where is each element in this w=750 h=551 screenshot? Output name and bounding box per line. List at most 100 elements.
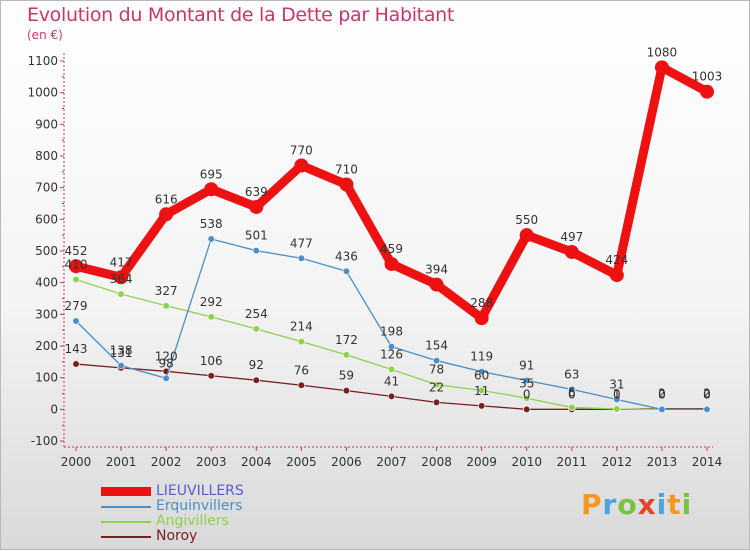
data-label: 120 [155,349,178,363]
x-tick-label: 2000 [61,455,92,469]
data-point [523,376,531,385]
data-point [432,356,441,365]
data-label: 0 [703,387,711,401]
legend-label: Noroy [156,528,198,544]
chart-legend: LIEUVILLERS Erquinvillers Angivillers Noroy [101,484,361,544]
data-label: 436 [335,249,358,263]
x-tick-label: 2007 [376,455,407,469]
data-point [700,84,714,99]
data-label: 1003 [692,70,723,84]
data-label: 0 [523,387,531,401]
logo-letter: i [681,488,693,521]
data-point [387,365,396,374]
x-tick-label: 2014 [692,455,723,469]
legend-item: Angivillers [101,514,361,529]
data-label: 639 [245,185,268,199]
y-tick-label: 100 [35,371,58,385]
y-tick-label: 400 [35,276,58,290]
data-label: 214 [290,320,313,334]
data-label: 1 [613,387,621,401]
data-point [252,325,260,333]
legend-swatch [101,487,151,496]
x-tick-label: 2002 [151,455,182,469]
y-tick-label: 200 [35,339,58,353]
data-point [297,381,305,389]
y-tick-label: 1100 [27,54,58,68]
legend-swatch [101,535,151,538]
data-point [613,395,621,404]
data-point [162,374,170,382]
x-tick-label: 2011 [557,455,588,469]
data-label: 452 [65,244,88,258]
data-point [294,158,309,173]
data-label: 198 [380,325,403,339]
data-point [342,351,351,359]
x-tick-label: 2005 [286,455,317,469]
x-tick-label: 2001 [106,455,137,469]
data-label: 292 [200,295,223,309]
x-tick-label: 2009 [466,455,497,469]
data-label: 59 [339,369,354,383]
data-label: 2 [658,387,666,401]
data-point [207,313,215,321]
legend-swatch [101,520,151,523]
legend-item: Erquinvillers [101,499,361,514]
logo-letter: i [656,488,668,521]
data-label: 63 [564,367,579,381]
x-tick-label: 2004 [241,455,272,469]
data-point [568,403,576,412]
chart-unit: (en €) [27,28,63,42]
logo-letter: x [637,488,657,521]
data-label: 76 [294,363,309,377]
data-label: 92 [249,358,264,372]
chart-title: Evolution du Montant de la Dette par Hab… [27,4,455,26]
logo-letter: o [617,488,638,521]
data-point [249,199,264,214]
data-point [342,387,351,395]
data-point [204,182,219,197]
data-label: 126 [380,347,403,361]
data-point [297,337,305,346]
data-label: 364 [110,272,133,286]
data-point [432,381,441,389]
data-point [387,343,396,351]
data-label: 60 [474,368,489,382]
data-point [342,267,351,275]
data-point [432,398,441,406]
data-label: 119 [470,350,493,364]
data-label: 6 [568,385,576,399]
data-point [568,385,576,393]
x-tick-label: 2008 [421,455,452,469]
data-point [478,402,486,410]
data-label: 154 [425,339,448,353]
data-label: 31 [609,378,624,392]
data-label: 41 [384,374,399,388]
data-point [478,386,486,394]
data-point [523,394,531,402]
data-label: 78 [429,363,444,377]
data-point [703,405,711,413]
data-label: 0 [658,387,666,401]
data-label: 143 [65,342,88,356]
logo-letter: t [667,488,682,521]
data-point [72,360,80,368]
y-tick-label: 700 [35,181,58,195]
data-label: 22 [429,380,444,394]
data-point [252,376,260,384]
data-point [478,368,486,376]
proxiti-logo: Proxiti [581,488,692,521]
data-point [252,247,260,255]
data-label: 477 [290,236,313,250]
data-label: 35 [519,376,534,390]
data-label: 410 [65,258,88,272]
y-tick-label: 600 [35,212,58,226]
data-label: 501 [245,229,268,243]
y-tick-label: 1000 [27,86,58,100]
data-label: 616 [155,192,178,206]
data-point [609,268,624,283]
data-label: 288 [470,296,493,310]
data-point [159,207,174,222]
data-point [384,256,399,271]
x-tick-label: 2013 [647,455,678,469]
